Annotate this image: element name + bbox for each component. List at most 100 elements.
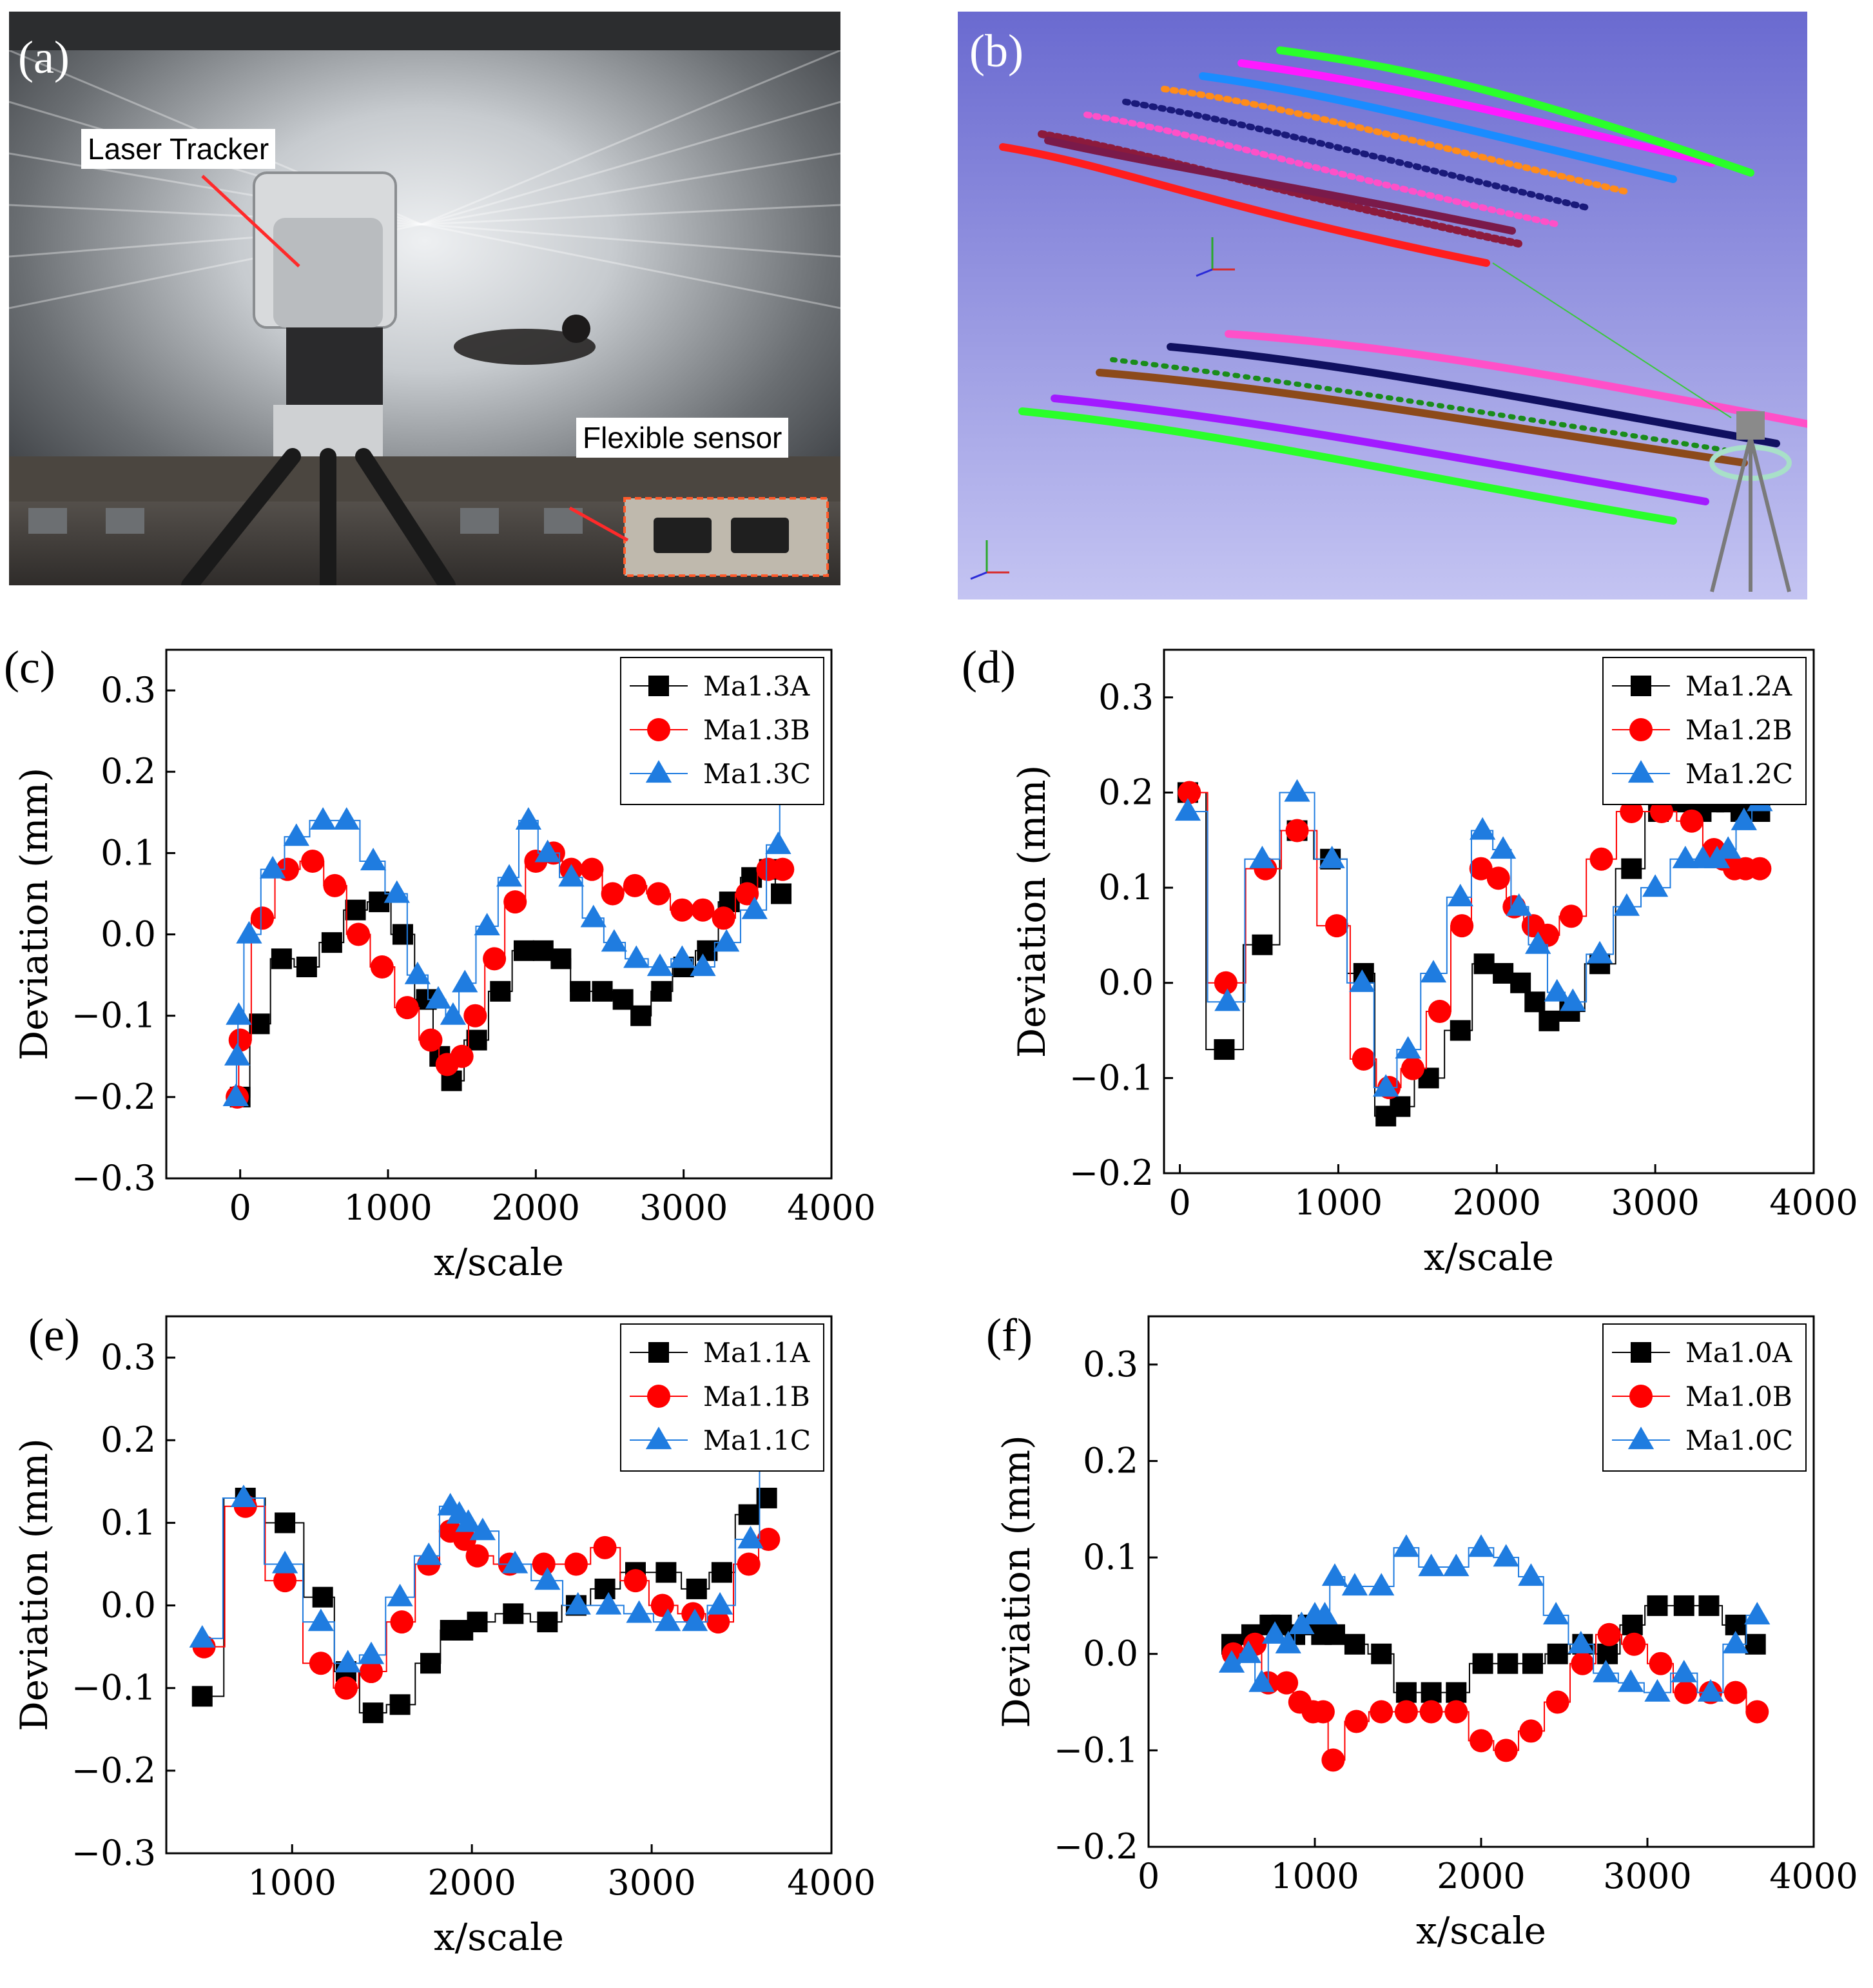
data-point (360, 848, 386, 870)
data-point (1214, 971, 1237, 995)
data-point (271, 948, 292, 969)
x-tick-label: 3000 (639, 1187, 728, 1228)
chart-panel-c: (c) 0 1000 2000 3000 4000 −0.3 −0.2 −0.1 0.0 0.1 0… (0, 632, 915, 1315)
data-point (1370, 1701, 1393, 1724)
data-point (420, 1029, 443, 1052)
legend-marker (1629, 718, 1653, 741)
data-point (1680, 810, 1703, 833)
data-point (1546, 1691, 1569, 1714)
data-point (1497, 1653, 1518, 1674)
chart-panel-f: (f) 0 1000 2000 3000 4000 −0.2 −0.1 0.0 0.1 0.2 0.… (947, 1309, 1863, 1985)
data-point (309, 1652, 333, 1675)
data-point (1571, 1652, 1594, 1675)
data-point (581, 904, 607, 927)
data-point (301, 850, 324, 873)
data-point (1450, 1020, 1471, 1041)
data-point (1325, 914, 1348, 937)
data-point (1420, 1701, 1443, 1724)
data-point (532, 1552, 556, 1575)
data-point (1450, 914, 1473, 937)
deviation-chart-d: 0 1000 2000 3000 4000 −0.2 −0.1 0.0 0.1 0.2 0.3 x/s… (947, 632, 1863, 1315)
panel-letter-e: (e) (28, 1309, 80, 1362)
photo-panel-b: (b) (958, 12, 1807, 599)
data-point (371, 955, 394, 979)
y-tick-label: 0.1 (1083, 1537, 1138, 1577)
data-point (1671, 1660, 1697, 1682)
data-point (1560, 904, 1583, 928)
legend-entry: Ma1.3B (703, 714, 810, 746)
data-point (1322, 1563, 1348, 1586)
data-point (1401, 1057, 1424, 1080)
data-point (396, 996, 419, 1019)
legend-entry: Ma1.2A (1685, 670, 1792, 702)
legend: Ma1.0A Ma1.0B Ma1.0C (1603, 1324, 1806, 1471)
legend-marker (648, 1342, 669, 1363)
x-tick-label: 2000 (1453, 1182, 1541, 1223)
y-tick-label: 0.2 (1098, 772, 1154, 812)
panel-letter-a: (a) (18, 31, 70, 84)
y-tick-label: 0.1 (101, 832, 156, 873)
flexible-sensor-label: Flexible sensor (576, 418, 788, 458)
x-tick-label: 4000 (787, 1187, 875, 1228)
point-cloud-render (958, 12, 1807, 599)
deviation-chart-f: 0 1000 2000 3000 4000 −0.2 −0.1 0.0 0.1 0.2 0.3 x/s… (947, 1309, 1863, 1985)
data-point (613, 989, 634, 1009)
x-tick-label: 3000 (1603, 1856, 1691, 1896)
y-tick-label: −0.3 (72, 1833, 156, 1873)
data-point (1178, 781, 1201, 804)
data-point (1674, 1681, 1697, 1704)
data-point (284, 823, 309, 846)
data-point (323, 874, 346, 897)
data-point (1446, 1682, 1466, 1703)
data-point (1395, 1701, 1418, 1724)
data-point (1352, 1048, 1375, 1071)
legend-entry: Ma1.0B (1685, 1381, 1792, 1412)
y-tick-label: −0.2 (72, 1750, 156, 1791)
x-axis-label: x/scale (434, 1240, 564, 1284)
data-point (1312, 1701, 1335, 1724)
data-point (1393, 1534, 1419, 1557)
data-point (1590, 848, 1613, 871)
data-point (1418, 1554, 1444, 1576)
data-point (1428, 1000, 1451, 1023)
data-point (1597, 1644, 1618, 1664)
data-point (275, 1512, 295, 1533)
data-point (1614, 893, 1640, 916)
data-point (1622, 1633, 1645, 1656)
data-point (1214, 988, 1240, 1011)
x-tick-label: 2000 (1437, 1856, 1525, 1896)
x-tick-label: 3000 (1611, 1182, 1699, 1223)
data-point (1474, 953, 1495, 974)
x-tick-label: 2000 (492, 1187, 580, 1228)
data-point (594, 1536, 617, 1559)
data-point (387, 1584, 412, 1606)
data-point (1642, 874, 1668, 897)
data-point (390, 1610, 413, 1633)
data-point (771, 883, 791, 904)
data-point (322, 932, 342, 953)
y-tick-label: 0.2 (1083, 1440, 1138, 1481)
data-point (1470, 1729, 1493, 1752)
legend-entry: Ma1.2C (1685, 758, 1793, 790)
data-point (226, 1002, 251, 1025)
y-tick-label: −0.1 (72, 1668, 156, 1708)
series-Ma1.0B (1222, 1623, 1769, 1772)
data-point (393, 924, 413, 945)
data-point (463, 1004, 487, 1028)
data-point (592, 981, 613, 1002)
legend-entry: Ma1.0C (1685, 1425, 1793, 1456)
data-point (647, 882, 670, 905)
legend: Ma1.3AMa1.3BMa1.3C (621, 658, 824, 804)
legend-entry: Ma1.1C (703, 1425, 811, 1456)
data-point (1518, 1563, 1544, 1586)
y-tick-label: 0.3 (1083, 1344, 1138, 1385)
data-point (1252, 935, 1272, 955)
y-axis-label: Deviation (mm) (12, 1438, 56, 1731)
x-tick-label: 4000 (787, 1862, 875, 1903)
data-point (1487, 866, 1510, 890)
legend-marker (648, 676, 669, 696)
data-point (1621, 859, 1642, 879)
data-point (466, 1545, 489, 1568)
x-tick-label: 1000 (248, 1862, 336, 1903)
data-point (1745, 1634, 1766, 1655)
